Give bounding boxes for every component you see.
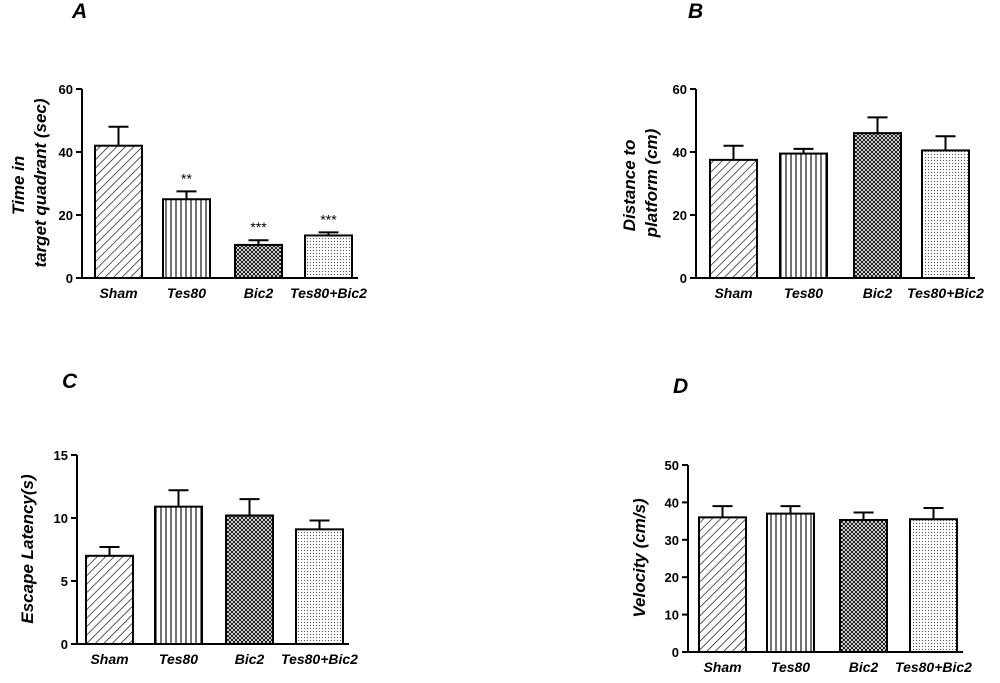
panel-c-plot: 0 5 10 15 Sham Tes80 Bic2 Tes80+Bic2 (54, 448, 359, 667)
panel-b-ylabel: Distance to platform (cm) (620, 128, 661, 238)
panel-b-ytick-label: 20 (673, 208, 687, 223)
panel-a-ytick-label: 0 (66, 271, 73, 286)
panel-d-xtick-label: Tes80+Bic2 (895, 659, 972, 675)
panel-d-ytick-label: 0 (672, 645, 679, 660)
panel-b: B Distance to platform (cm) 0 20 40 60 Sham T… (620, 0, 984, 301)
panel-b-bar (921, 149, 970, 279)
panel-a-xtick-label: Tes80+Bic2 (290, 285, 367, 301)
panel-d-xtick-label: Sham (703, 659, 741, 675)
panel-d-ytick-label: 10 (665, 608, 679, 623)
panel-c-ytick-label: 15 (54, 448, 68, 463)
panel-c-bar (295, 528, 344, 646)
panel-d-xtick-label: Tes80 (771, 659, 810, 675)
panel-c-ytick-label: 5 (61, 574, 68, 589)
panel-c: C Escape Latency(s) 0 5 10 15 Sham Tes80 Bic2 T… (18, 370, 358, 667)
panel-c-xtick-label: Tes80 (159, 651, 198, 667)
panel-a-significance-label: *** (320, 211, 337, 227)
panel-d-xtick-label: Bic2 (849, 659, 879, 675)
panel-a-bar (234, 243, 283, 280)
panel-b-bar (779, 152, 828, 279)
panel-a-ylabel: Time in target quadrant (sec) (9, 98, 50, 267)
panel-c-xtick-label: Bic2 (235, 651, 265, 667)
panel-a-significance-label: ** (181, 170, 192, 186)
panel-c-letter: C (62, 370, 78, 393)
panel-b-ylabel-line2: platform (cm) (642, 128, 661, 238)
panel-a-xtick-label: Tes80 (167, 285, 206, 301)
panel-d: D Velocity (cm/s) 0 10 20 30 40 50 Sham Tes80 Bi… (630, 375, 972, 675)
panel-b-xtick-label: Sham (714, 285, 752, 301)
panel-c-bar (225, 514, 274, 645)
panel-a-bar (162, 198, 211, 279)
panel-a-xtick-label: Sham (99, 285, 137, 301)
panel-a-ylabel-line2: target quadrant (sec) (31, 98, 50, 267)
panel-b-bar (853, 132, 902, 279)
panel-d-ytick-label: 50 (665, 458, 679, 473)
panel-a-letter: A (71, 0, 87, 23)
panel-b-letter: B (688, 0, 703, 23)
panel-d-bar (909, 518, 958, 653)
panel-c-bar (154, 505, 203, 645)
panel-d-ytick-label: 20 (665, 570, 679, 585)
panel-b-xtick-label: Tes80 (784, 285, 823, 301)
panel-c-xtick-label: Tes80+Bic2 (281, 651, 358, 667)
panel-a-ytick-label: 40 (59, 145, 73, 160)
panel-a-significance-label: *** (250, 219, 267, 235)
panel-c-ytick-label: 10 (54, 511, 68, 526)
panel-b-xtick-label: Bic2 (863, 285, 893, 301)
panel-b-ytick-label: 40 (673, 145, 687, 160)
panel-d-ytick-label: 30 (665, 533, 679, 548)
panel-a-plot: 0 20 40 60 Sham ** Tes80 *** Bic2 *** Tes80+Bic2 (59, 82, 368, 301)
panel-c-ytick-label: 0 (61, 637, 68, 652)
panel-d-ylabel: Velocity (cm/s) (630, 498, 649, 618)
panel-a-bar (304, 234, 353, 280)
panel-d-bar (839, 518, 888, 654)
panel-b-bar (709, 158, 758, 279)
panel-a-ytick-label: 20 (59, 208, 73, 223)
panel-d-bar (698, 516, 747, 653)
panel-b-ytick-label: 0 (680, 271, 687, 286)
panel-a-bar (94, 144, 143, 279)
panel-c-xtick-label: Sham (90, 651, 128, 667)
panel-c-bar (85, 554, 134, 645)
panel-a: A Time in target quadrant (sec) 0 20 40 60 S… (9, 0, 367, 301)
panel-b-ytick-label: 60 (673, 82, 687, 97)
panel-b-ylabel-line1: Distance to (620, 140, 639, 232)
panel-d-ytick-label: 40 (665, 495, 679, 510)
panel-d-letter: D (673, 375, 688, 398)
panel-a-ytick-label: 60 (59, 82, 73, 97)
panel-c-ylabel: Escape Latency(s) (18, 474, 37, 624)
panel-d-ylabel-line1: Velocity (cm/s) (630, 498, 649, 618)
panel-c-ylabel-line1: Escape Latency(s) (18, 474, 37, 624)
panel-a-xtick-label: Bic2 (244, 285, 274, 301)
panel-a-ylabel-line1: Time in (9, 156, 28, 215)
panel-b-xtick-label: Tes80+Bic2 (907, 285, 984, 301)
panel-b-plot: 0 20 40 60 Sham Tes80 Bic2 Tes80+Bic2 (673, 82, 985, 301)
panel-d-bar (766, 512, 815, 653)
panel-d-plot: 0 10 20 30 40 50 Sham Tes80 Bic2 Tes80+Bic2 (665, 458, 973, 675)
